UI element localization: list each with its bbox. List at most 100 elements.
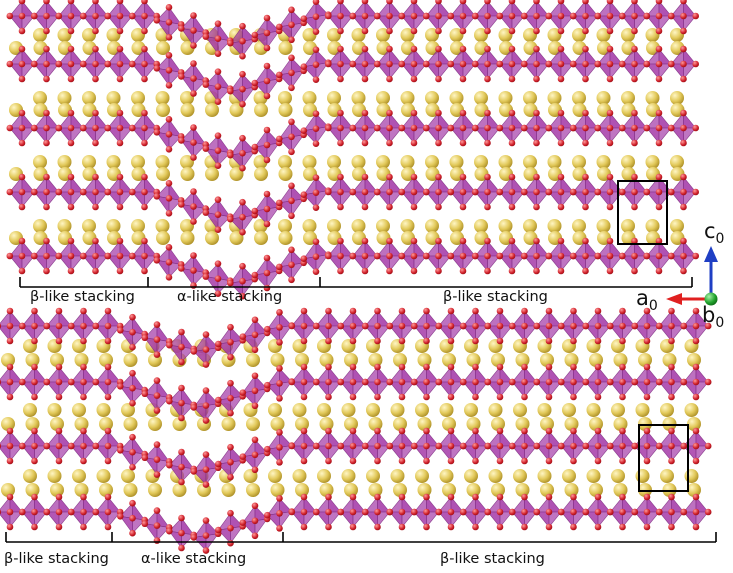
oxygen-atom	[423, 493, 430, 501]
cation-atom	[393, 483, 407, 497]
cation-atom	[278, 219, 292, 233]
oxygen-atom	[594, 523, 602, 531]
oxygen-atom	[153, 321, 161, 328]
oxygen-atom	[521, 307, 528, 315]
octahedron-face	[46, 63, 60, 80]
oxygen-atom	[55, 493, 63, 501]
oxygen-atom	[43, 60, 50, 68]
octahedron-face	[524, 325, 538, 342]
cation-atom	[99, 417, 113, 431]
cation-atom	[547, 91, 562, 105]
oxygen-atom	[288, 118, 295, 126]
oxygen-atom	[43, 124, 50, 132]
cation-atom	[205, 167, 219, 181]
cation-atom	[442, 353, 456, 367]
cation-atom	[33, 219, 47, 233]
oxygen-atom	[92, 0, 99, 5]
oxygen-atom	[214, 147, 222, 154]
oxygen-atom	[263, 44, 271, 52]
octahedron-face	[597, 445, 611, 462]
oxygen-atom	[459, 139, 467, 147]
oxygen-atom	[18, 109, 26, 117]
oxygen-atom	[398, 523, 406, 531]
oxygen-atom	[570, 252, 577, 260]
cation-atom	[352, 41, 366, 55]
oxygen-atom	[178, 137, 185, 144]
cation-atom	[670, 155, 684, 169]
oxygen-atom	[692, 337, 700, 345]
cation-atom	[96, 469, 111, 483]
oxygen-atom	[214, 196, 222, 203]
cation-atom	[498, 155, 513, 169]
oxygen-atom	[594, 378, 602, 386]
oxygen-atom	[606, 252, 614, 260]
octahedron-face	[21, 15, 35, 32]
octahedron-face	[279, 325, 293, 344]
octahedron-face	[132, 517, 146, 534]
oxygen-atom	[31, 124, 38, 132]
cation-atom	[57, 219, 72, 233]
octahedron-face	[609, 63, 623, 80]
oxygen-atom	[423, 60, 430, 68]
oxygen-atom	[288, 442, 296, 450]
oxygen-atom	[680, 12, 687, 20]
oxygen-atom	[606, 188, 614, 196]
oxygen-atom	[227, 323, 234, 331]
oxygen-atom	[141, 267, 148, 275]
octahedron-face	[487, 63, 501, 80]
oxygen-atom	[337, 173, 344, 181]
oxygen-atom	[190, 12, 197, 19]
octahedron-face	[634, 127, 648, 144]
oxygen-atom	[643, 378, 651, 386]
cation-atom	[72, 403, 86, 417]
oxygen-atom	[557, 45, 565, 53]
segment-brackets-top	[19, 277, 693, 288]
oxygen-atom	[6, 60, 14, 68]
oxygen-atom	[104, 363, 112, 371]
oxygen-atom	[655, 60, 663, 68]
oxygen-atom	[545, 457, 553, 465]
octahedron-face	[70, 63, 84, 80]
cation-atom	[123, 353, 138, 367]
oxygen-atom	[92, 322, 100, 330]
cation-atom	[611, 403, 625, 417]
octahedron-face	[462, 127, 476, 144]
cation-atom	[564, 483, 579, 497]
oxygen-atom	[619, 363, 626, 371]
oxygen-atom	[570, 124, 577, 132]
oxygen-atom	[153, 471, 161, 478]
oxygen-atom	[594, 427, 602, 435]
oxygen-atom	[276, 23, 283, 31]
oxygen-atom	[153, 351, 161, 358]
cation-atom	[302, 91, 317, 105]
cation-atom	[268, 469, 282, 483]
oxygen-atom	[276, 380, 283, 387]
cation-atom	[466, 417, 481, 431]
cation-atom	[449, 91, 464, 105]
octahedron-face	[671, 381, 685, 398]
oxygen-atom	[643, 188, 651, 196]
cation-atom	[74, 353, 89, 367]
oxygen-atom	[459, 27, 467, 35]
cation-atom	[221, 417, 236, 431]
octahedron-face	[475, 381, 489, 398]
cation-atom	[572, 41, 587, 55]
oxygen-atom	[0, 443, 2, 449]
octahedron-face	[83, 511, 97, 528]
octahedron-face	[279, 381, 293, 400]
octahedron-face	[683, 127, 697, 144]
oxygen-atom	[190, 404, 198, 411]
octahedron-face	[205, 347, 219, 366]
oxygen-atom	[104, 493, 112, 501]
cation-atom	[515, 353, 530, 367]
octahedron-face	[279, 445, 293, 464]
oxygen-atom	[67, 27, 75, 35]
oxygen-atom	[337, 60, 344, 68]
oxygen-atom	[349, 427, 357, 435]
cation-atom	[660, 403, 674, 417]
oxygen-atom	[215, 460, 222, 468]
oxygen-atom	[484, 139, 491, 147]
cation-atom	[393, 353, 407, 367]
oxygen-atom	[496, 523, 504, 531]
oxygen-atom	[582, 322, 590, 330]
